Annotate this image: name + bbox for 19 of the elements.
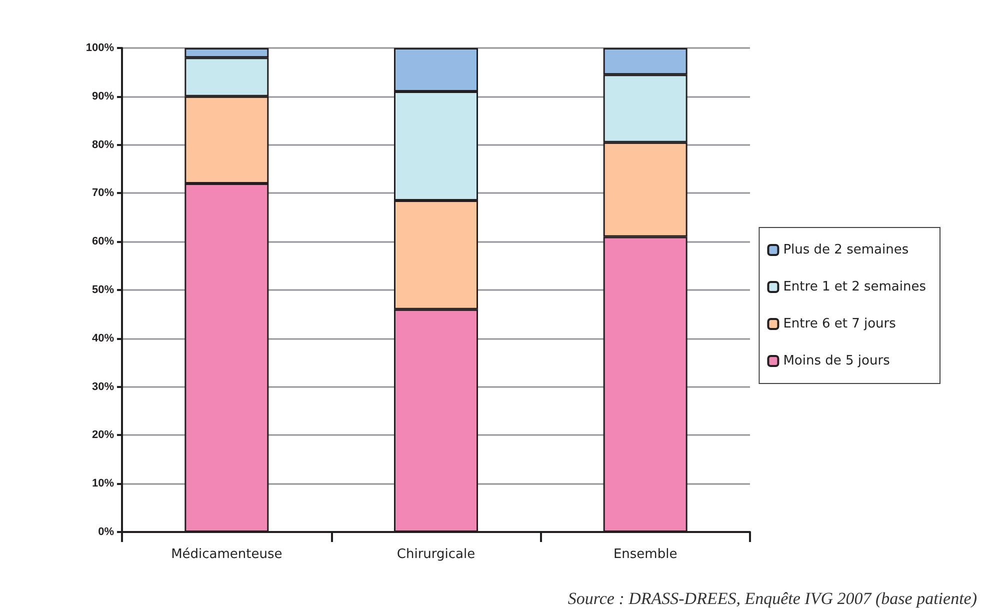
y-tick-label: 0% — [98, 526, 114, 538]
y-tick-label: 50% — [92, 284, 114, 296]
y-tick-label: 10% — [92, 478, 114, 490]
y-tick-label: 90% — [92, 90, 114, 102]
legend-label: Entre 1 et 2 semaines — [783, 280, 926, 294]
legend-label: Entre 6 et 7 jours — [783, 316, 896, 332]
x-tick-label: Ensemble — [613, 547, 678, 562]
y-tick-label: 70% — [92, 187, 114, 200]
y-tick-label: 100% — [86, 42, 114, 54]
y-tick-label: 80% — [92, 138, 114, 151]
x-tick-label: Médicamenteuse — [171, 547, 282, 562]
x-tick-label: Chirurgicale — [396, 547, 476, 562]
y-tick-label: 20% — [92, 429, 114, 442]
legend-label: Moins de 5 jours — [783, 354, 890, 368]
y-tick-label: 60% — [92, 236, 114, 248]
y-tick-label: 30% — [92, 380, 114, 393]
y-tick-label: 40% — [92, 332, 114, 344]
source-note: Source : DRASS-DREES, Enquête IVG 2007 (base patiente) — [568, 589, 978, 608]
legend-label: Plus de 2 semaines — [783, 242, 909, 258]
